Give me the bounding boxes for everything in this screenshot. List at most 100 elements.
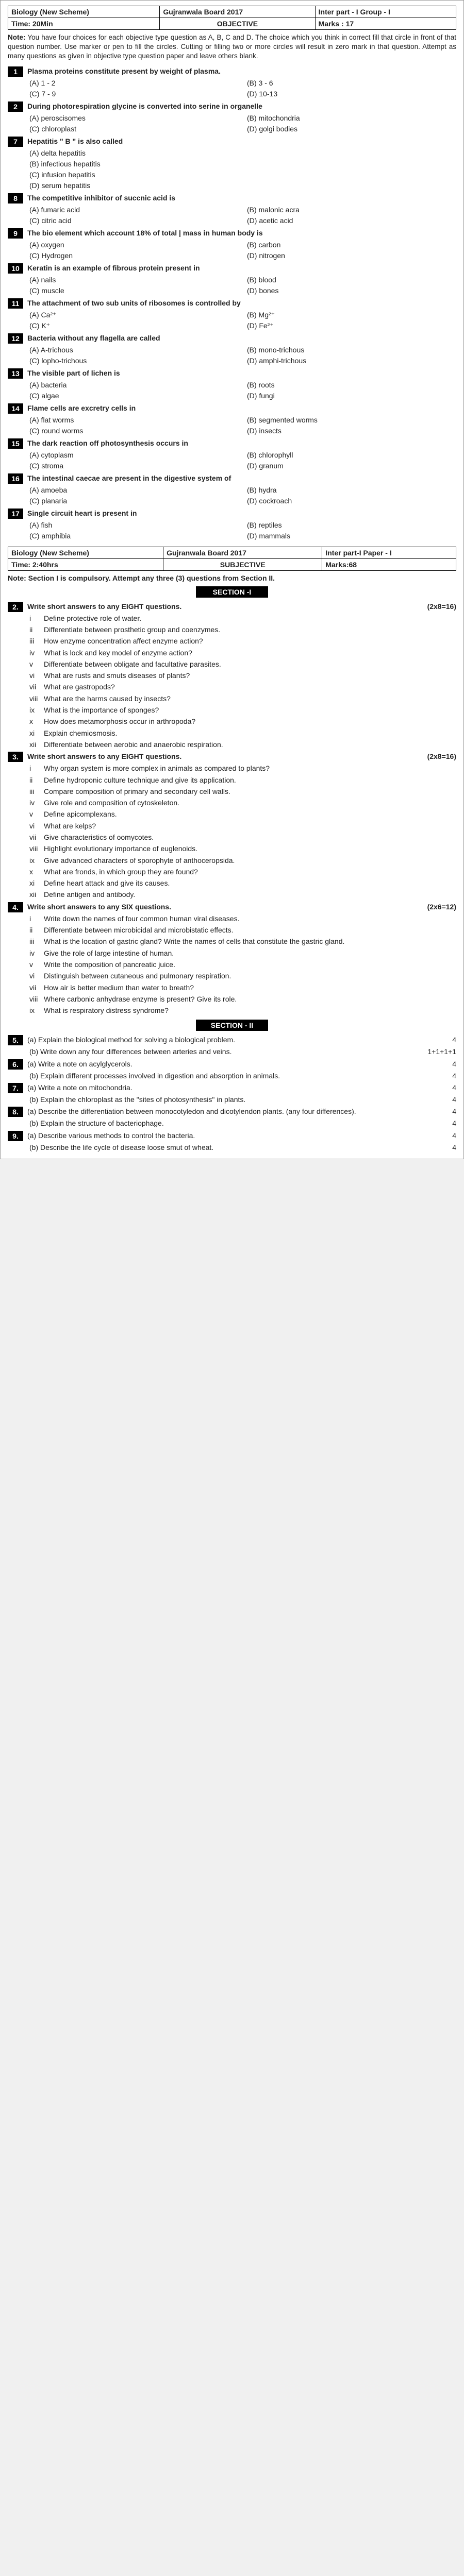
sub-question-text: Give characteristics of oomycotes.: [44, 832, 456, 842]
instructions-note: Note: You have four choices for each obj…: [8, 33, 456, 61]
hdr2-board: Gujranwala Board 2017: [163, 547, 322, 558]
sub-question: viWhat are rusts and smuts diseases of p…: [29, 670, 456, 681]
part-text: (b) Write down any four differences betw…: [29, 1046, 456, 1057]
part-marks: 4: [452, 1071, 456, 1081]
marks: (2x8=16): [427, 602, 456, 611]
option: (B) mitochondria: [247, 113, 456, 124]
sub-question-text: Give role and composition of cytoskeleto…: [44, 798, 456, 808]
sub-question-text: Compare composition of primary and secon…: [44, 786, 456, 796]
part-text: (a) Write a note on acylglycerols. 4: [27, 1059, 456, 1069]
option: (D) acetic acid: [247, 215, 456, 226]
question-number: 17: [8, 509, 23, 519]
mcq-list: 1Plasma proteins constitute present by w…: [8, 66, 456, 541]
question-text: Hepatitis " B " is also called: [27, 137, 456, 146]
option: (A) amoeba: [29, 485, 239, 496]
question-number: 6.: [8, 1059, 23, 1070]
sub-question: iiDefine hydroponic culture technique an…: [29, 775, 456, 785]
sub-question: viiWhat are gastropods?: [29, 682, 456, 692]
section-2-questions: 5.(a) Explain the biological method for …: [8, 1035, 456, 1152]
options: (A) A-trichous(B) mono-trichous(C) lopho…: [29, 345, 456, 366]
question-text: The bio element which account 18% of tot…: [27, 228, 456, 238]
sub-question-text: Give the role of large intestine of huma…: [44, 948, 456, 958]
roman-numeral: xi: [29, 878, 44, 888]
question-4: 4.Write short answers to any SIX questio…: [8, 902, 456, 1016]
option: (B) infectious hepatitis: [29, 159, 456, 170]
mcq-item: 12Bacteria without any flagella are call…: [8, 333, 456, 344]
part-marks: 4: [452, 1083, 456, 1092]
sub-question-text: Highlight evolutionary importance of eug…: [44, 843, 456, 854]
question-text: Flame cells are excretry cells in: [27, 403, 456, 413]
question-number: 8.: [8, 1107, 23, 1117]
hdr-subject: Biology (New Scheme): [8, 6, 160, 18]
sub-question-text: What is the importance of sponges?: [44, 705, 456, 715]
option: (C) stroma: [29, 461, 239, 471]
sub-question-text: Write the composition of pancreatic juic…: [44, 959, 456, 970]
option: (B) reptiles: [247, 520, 456, 531]
option: (D) insects: [247, 426, 456, 436]
option: (B) blood: [247, 275, 456, 285]
option: (A) cytoplasm: [29, 450, 239, 461]
sub-question-text: Give advanced characters of sporophyte o…: [44, 855, 456, 866]
header-table-subjective: Biology (New Scheme) Gujranwala Board 20…: [8, 547, 456, 571]
question-text: The intestinal caecae are present in the…: [27, 473, 456, 483]
question-number: 8: [8, 193, 23, 204]
part-marks: 4: [452, 1142, 456, 1153]
sub-question-text: Differentiate between microbicidal and m…: [44, 925, 456, 935]
question-text: Keratin is an example of fibrous protein…: [27, 263, 456, 273]
sub-question: xiiDefine antigen and antibody.: [29, 889, 456, 900]
question-text: During photorespiration glycine is conve…: [27, 101, 456, 111]
roman-numeral: vi: [29, 971, 44, 981]
hdr2-part: Inter part-I Paper - I: [322, 547, 456, 558]
sub-question: iiiWhat is the location of gastric gland…: [29, 936, 456, 946]
option: (C) infusion hepatitis: [29, 170, 456, 180]
sub-question: viiiWhat are the harms caused by insects…: [29, 693, 456, 704]
option: (D) cockroach: [247, 496, 456, 506]
sub-question-text: What is lock and key model of enzyme act…: [44, 648, 456, 658]
option: (A) fish: [29, 520, 239, 531]
marks: (2x6=12): [427, 902, 456, 911]
option: (A) delta hepatitis: [29, 148, 456, 159]
option: (C) chloroplast: [29, 124, 239, 134]
exam-paper: Biology (New Scheme) Gujranwala Board 20…: [0, 0, 464, 1159]
question-text: Bacteria without any flagella are called: [27, 333, 456, 343]
option: (B) 3 - 6: [247, 78, 456, 89]
part-text: (a) Write a note on mitochondria. 4: [27, 1083, 456, 1092]
roman-numeral: iv: [29, 648, 44, 658]
roman-numeral: i: [29, 913, 44, 924]
roman-numeral: ix: [29, 855, 44, 866]
mcq-item: 7Hepatitis " B " is also called: [8, 137, 456, 147]
roman-numeral: iii: [29, 936, 44, 946]
question-text: Single circuit heart is present in: [27, 509, 456, 518]
options: (A) cytoplasm(B) chlorophyll(C) stroma(D…: [29, 450, 456, 471]
hdr-type: OBJECTIVE: [160, 18, 315, 30]
option: (A) peroscisomes: [29, 113, 239, 124]
option: (D) nitrogen: [247, 250, 456, 261]
options: (A) bacteria(B) roots(C) algae(D) fungi: [29, 380, 456, 401]
options: (A) nails(B) blood(C) muscle(D) bones: [29, 275, 456, 296]
part-text: (a) Describe various methods to control …: [27, 1131, 456, 1140]
sub-question: viiHow air is better medium than water t…: [29, 982, 456, 993]
question-number: 9: [8, 228, 23, 239]
option: (C) amphibia: [29, 531, 239, 541]
roman-numeral: viii: [29, 994, 44, 1004]
option: (C) round worms: [29, 426, 239, 436]
sub-question-text: Define hydroponic culture technique and …: [44, 775, 456, 785]
long-question: 6. (a) Write a note on acylglycerols. 4: [8, 1059, 456, 1070]
roman-numeral: vi: [29, 670, 44, 681]
options: (A) fish(B) reptiles(C) amphibia(D) mamm…: [29, 520, 456, 541]
sub-question-text: What are the harms caused by insects?: [44, 693, 456, 704]
part-marks: 4: [452, 1107, 456, 1116]
question-number: 15: [8, 438, 23, 449]
roman-numeral: vii: [29, 982, 44, 993]
question-number: 1: [8, 66, 23, 77]
sub-question: iiiHow enzyme concentration affect enzym…: [29, 636, 456, 646]
option: (A) flat worms: [29, 415, 239, 426]
option: (B) Mg²⁺: [247, 310, 456, 320]
part-marks: 4: [452, 1094, 456, 1105]
sub-question: xiiDifferentiate between aerobic and ana…: [29, 739, 456, 750]
question-number: 10: [8, 263, 23, 274]
options: (A) 1 - 2(B) 3 - 6(C) 7 - 9(D) 10-13: [29, 78, 456, 99]
part-marks: 4: [452, 1059, 456, 1069]
sub-question: xiExplain chemiosmosis.: [29, 728, 456, 738]
option: (C) Hydrogen: [29, 250, 239, 261]
